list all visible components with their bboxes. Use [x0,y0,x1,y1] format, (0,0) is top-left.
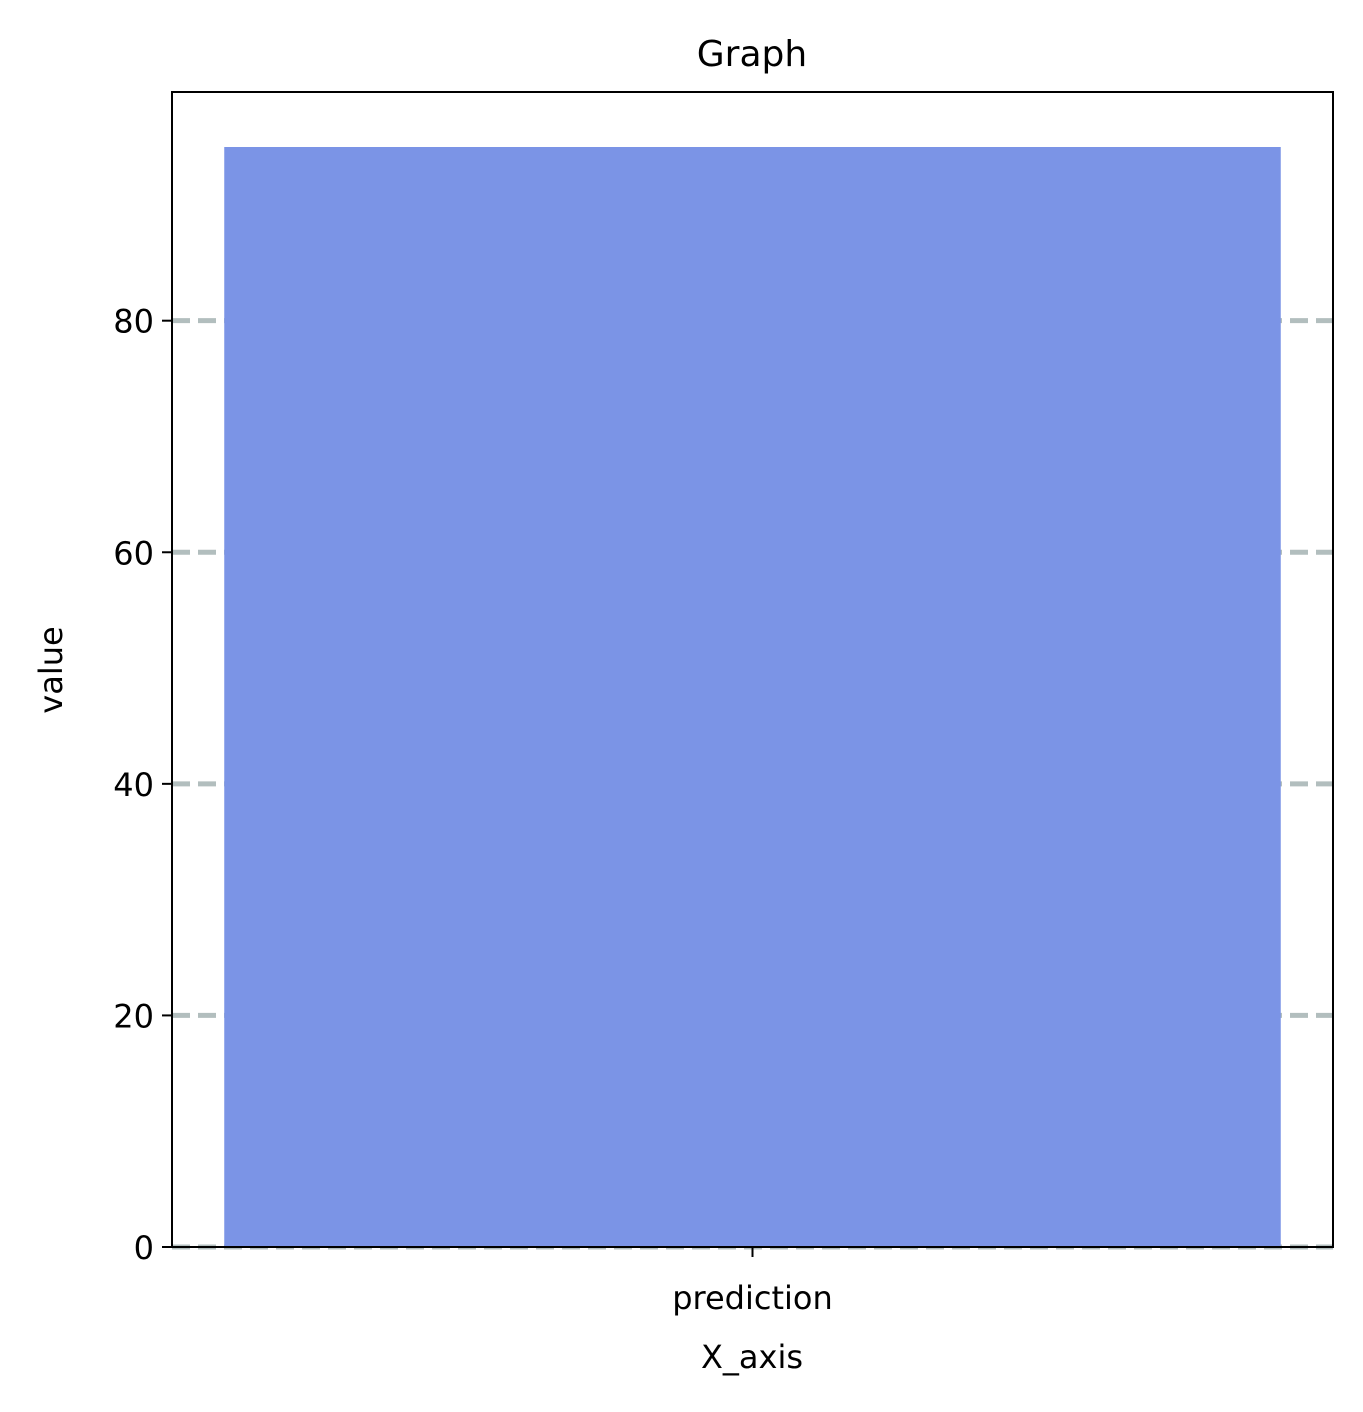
y-tick-label: 80 [113,303,154,341]
y-axis-ticks: 0 20 40 60 80 [113,303,172,1267]
x-tick-label: prediction [672,1279,833,1317]
chart-title: Graph [697,34,807,75]
y-tick-label: 0 [134,1229,154,1267]
y-tick-label: 40 [113,766,154,804]
y-tick-label: 20 [113,997,154,1035]
x-axis-label: X_axis [701,1338,803,1376]
y-axis-label: value [32,626,70,713]
x-axis-ticks: prediction [672,1247,833,1317]
bars [224,147,1281,1247]
bar-prediction [224,147,1281,1247]
y-tick-label: 60 [113,534,154,572]
